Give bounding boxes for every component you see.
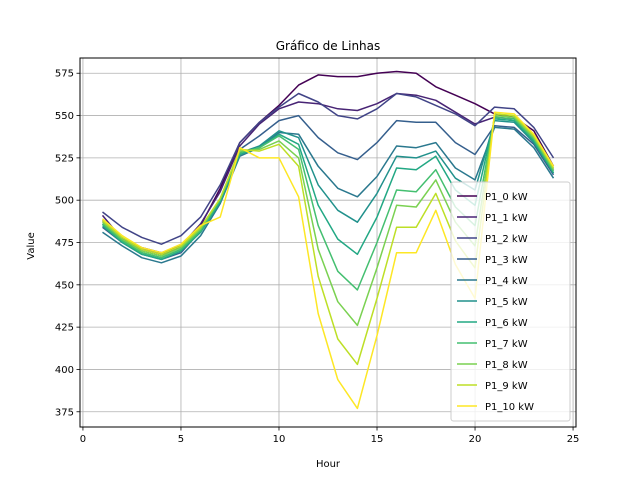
y-tick-label: 550 [55,111,74,122]
x-tick-label: 20 [469,434,482,445]
y-tick-label: 500 [55,196,74,207]
legend-label-0: P1_0 kW [485,192,528,203]
series-line-3 [102,114,555,261]
legend-label-6: P1_6 kW [485,318,528,329]
legend-label-2: P1_2 kW [485,234,528,245]
legend: P1_0 kW P1_1 kW P1_2 kW P1_3 kW P1_4 kW P1_5 … [450,181,571,422]
legend-label-9: P1_9 kW [485,381,528,392]
y-tick-label: 525 [55,153,74,164]
legend-label-4: P1_4 kW [485,276,528,287]
legend-label-5: P1_5 kW [485,297,528,308]
y-tick-label: 450 [55,280,74,291]
legend-label-3: P1_3 kW [485,255,528,266]
y-tick-label: 475 [55,238,74,249]
legend-label-8: P1_8 kW [485,360,528,371]
y-axis-label: Value [26,232,37,259]
x-axis-label: Hour [316,459,341,470]
y-axis-ticks: 375 400 425 450 475 500 525 550 575 [55,69,80,418]
y-tick-label: 375 [55,407,74,418]
x-axis-ticks: 0 5 10 15 20 25 [80,427,580,445]
legend-label-7: P1_7 kW [485,339,528,350]
legend-label-10: P1_10 kW [485,402,534,413]
x-tick-label: 0 [80,434,86,445]
legend-box [450,181,571,422]
x-tick-label: 15 [371,434,384,445]
series-line-4 [102,126,555,264]
x-tick-label: 25 [567,434,580,445]
chart-title: Gráfico de Linhas [276,39,381,53]
legend-label-1: P1_1 kW [485,213,528,224]
y-tick-label: 575 [55,69,74,80]
y-tick-label: 425 [55,323,74,334]
series-line-2 [102,92,555,245]
x-tick-label: 5 [178,434,184,445]
x-tick-label: 10 [273,434,286,445]
y-tick-label: 400 [55,365,74,376]
